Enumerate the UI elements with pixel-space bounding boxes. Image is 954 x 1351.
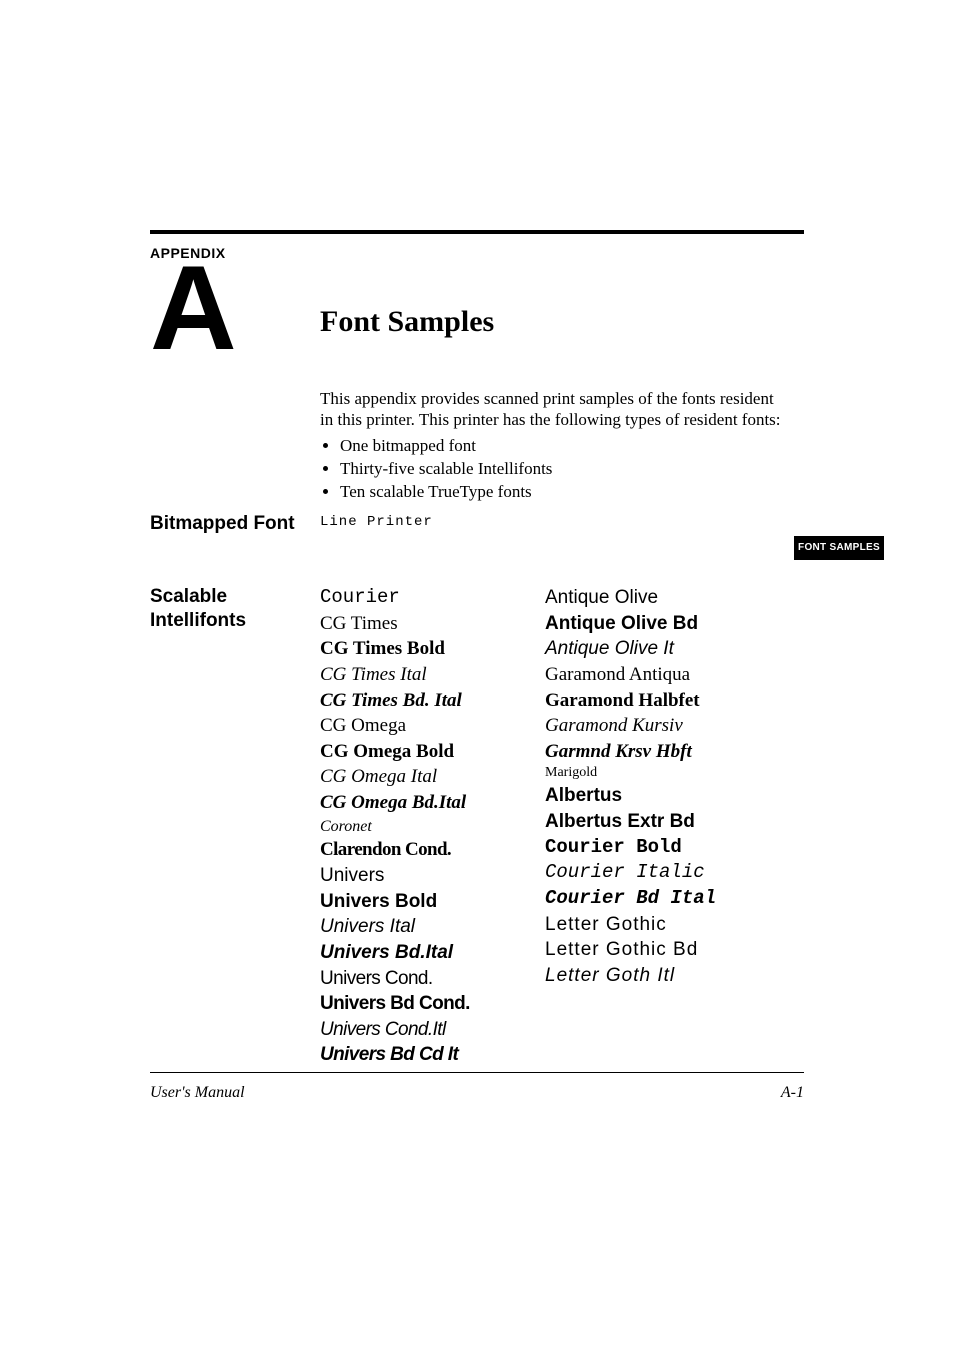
font-sample: CG Omega — [320, 713, 540, 739]
appendix-block: APPENDIX A — [150, 245, 280, 353]
page-title: Font Samples — [320, 305, 494, 339]
intro-bullet: One bitmapped font — [340, 435, 784, 456]
font-sample: Garmnd Krsv Hbft — [545, 739, 795, 765]
font-sample: Letter Gothic Bd — [545, 937, 795, 963]
font-sample: Univers Bd.Ital — [320, 940, 540, 966]
section-label-bitmapped: Bitmapped Font — [150, 512, 295, 536]
font-sample: Marigold — [545, 764, 795, 783]
font-sample: Albertus — [545, 783, 795, 809]
font-sample: CG Times — [320, 611, 540, 637]
font-sample: Univers Bd Cd It — [320, 1042, 540, 1068]
font-sample: Courier — [320, 585, 540, 611]
font-sample: Garamond Kursiv — [545, 713, 795, 739]
font-sample: Courier Bd Ital — [545, 886, 795, 912]
intro-bullet: Thirty-five scalable Intellifonts — [340, 458, 784, 479]
font-sample: CG Times Bd. Ital — [320, 688, 540, 714]
font-sample: CG Times Bold — [320, 636, 540, 662]
font-sample: Coronet — [320, 816, 540, 838]
font-sample: Univers Cond.Itl — [320, 1017, 540, 1043]
font-sample: Univers Bold — [320, 889, 540, 915]
font-sample: Garamond Halbfet — [545, 688, 795, 714]
font-sample: Clarendon Cond. — [320, 837, 540, 863]
font-sample: Letter Gothic — [545, 912, 795, 938]
footer-right: A-1 — [781, 1084, 804, 1102]
font-column-1: CourierCG TimesCG Times BoldCG Times Ita… — [320, 585, 540, 1068]
intro-lead: This appendix provides scanned print sam… — [320, 389, 781, 429]
font-sample: Univers — [320, 863, 540, 889]
page: APPENDIX A Font Samples This appendix pr… — [0, 0, 954, 1351]
intro-bullets: One bitmapped font Thirty-five scalable … — [320, 435, 784, 503]
top-rule — [150, 230, 804, 234]
font-sample: CG Omega Bold — [320, 739, 540, 765]
section-label-scalable: Scalable Intellifonts — [150, 585, 290, 633]
font-sample: CG Times Ital — [320, 662, 540, 688]
appendix-letter: A — [150, 263, 280, 353]
font-sample: Univers Ital — [320, 914, 540, 940]
intro-bullet: Ten scalable TrueType fonts — [340, 481, 784, 502]
font-sample: Antique Olive It — [545, 636, 795, 662]
font-sample: Antique Olive Bd — [545, 611, 795, 637]
font-sample: Antique Olive — [545, 585, 795, 611]
font-sample: Courier Italic — [545, 860, 795, 886]
bottom-rule — [150, 1072, 804, 1073]
intro-block: This appendix provides scanned print sam… — [320, 388, 784, 504]
font-sample: Courier Bold — [545, 835, 795, 861]
font-sample: Letter Goth Itl — [545, 963, 795, 989]
font-sample: Univers Cond. — [320, 966, 540, 992]
font-column-2: Antique OliveAntique Olive BdAntique Oli… — [545, 585, 795, 989]
font-sample: CG Omega Ital — [320, 764, 540, 790]
section-label-scalable-l1: Scalable — [150, 586, 227, 607]
footer-left: User's Manual — [150, 1084, 245, 1102]
font-sample: Univers Bd Cond. — [320, 991, 540, 1017]
font-sample: CG Omega Bd.Ital — [320, 790, 540, 816]
side-tab: FONT SAMPLES — [794, 536, 884, 560]
font-sample: Garamond Antiqua — [545, 662, 795, 688]
section-label-scalable-l2: Intellifonts — [150, 610, 246, 631]
font-sample: Albertus Extr Bd — [545, 809, 795, 835]
bitmapped-font-sample: Line Printer — [320, 514, 433, 530]
